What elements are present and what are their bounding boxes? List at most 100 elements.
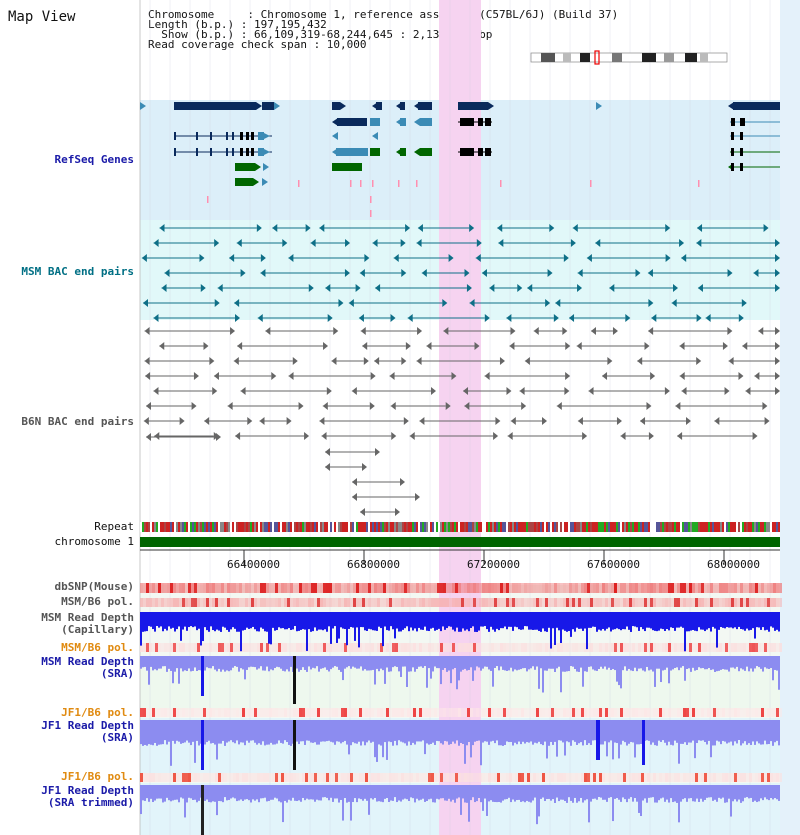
depth-bar [556,785,558,798]
depth-bar [666,785,668,800]
track-label-jf1-depth-sra[interactable]: JF1 Read Depth (SRA) [41,720,134,744]
depth-bar [720,785,722,799]
polymorphism-cell [599,583,602,593]
depth-bar [258,785,260,803]
bac-end-marker [775,269,780,277]
depth-bar [656,612,658,632]
depth-bar [540,720,542,745]
bac-end-marker [507,432,513,440]
polymorphism-cell [479,598,482,607]
depth-bar [416,785,418,799]
repeat-segment [548,522,550,532]
depth-bar [572,656,574,667]
repeat-segment [658,522,660,532]
depth-bar [708,785,710,798]
track-label-jf1-b6-pol[interactable]: JF1/B6 pol. [61,706,134,719]
track-label-dbsnp[interactable]: dbSNP(Mouse) [54,580,134,593]
track-label-msm-depth-capillary[interactable]: MSM Read Depth (Capillary) [41,612,134,636]
depth-bar [666,612,668,630]
chromosome-ideogram[interactable] [530,50,728,65]
repeat-segment [202,522,204,532]
polymorphism-cell [260,583,263,593]
bac-end-pairs[interactable] [141,224,780,516]
depth-bar [704,612,706,632]
depth-bar [302,656,304,668]
polymorphism-cell [266,583,269,593]
track-label-msm-b6-pol[interactable]: MSM/B6 pol. [61,595,134,608]
depth-bar [646,785,648,803]
track-label-jf1-depth-trimmed[interactable]: JF1 Read Depth (SRA trimmed) [41,785,134,809]
refseq-genes[interactable] [140,102,780,186]
highlight-region[interactable] [439,0,481,835]
depth-bar [178,656,180,684]
depth-bar [204,785,206,801]
depth-bar [224,612,226,628]
depth-bar [302,785,304,798]
polymorphism-cell [521,598,524,607]
depth-bar [626,785,628,803]
depth-bar [754,785,756,801]
repeat-segment [660,522,662,532]
track-label-chromosome[interactable]: chromosome 1 [54,535,134,548]
depth-bar [744,785,746,798]
polymorphism-cell [596,773,599,782]
depth-bar [776,720,778,741]
polymorphism-cell [464,643,467,652]
polymorphism-cell [170,773,173,782]
repeat-segment [540,522,542,532]
polymorphism-cell [602,643,605,652]
depth-bar [320,612,322,630]
depth-bar [282,785,284,823]
depth-bar [724,656,726,670]
repeat-track[interactable] [140,522,780,532]
track-label-msm-b6-pol-sra[interactable]: MSM/B6 pol. [61,641,134,654]
track-label-msm-depth-sra[interactable]: MSM Read Depth (SRA) [41,656,134,680]
polymorphism-cell [401,598,404,607]
polymorphism-cell [668,583,671,593]
polymorphism-tracks[interactable] [140,583,782,782]
polymorphism-cell [479,773,482,782]
depth-bar [564,785,566,802]
polymorphism-cell [536,583,539,593]
depth-bar [618,656,620,686]
depth-bar [170,612,172,629]
track-label-jf1-b6-pol-trimmed[interactable]: JF1/B6 pol. [61,770,134,783]
depth-bar [256,720,258,745]
track-label-msm-bac[interactable]: MSM BAC end pairs [21,265,134,278]
depth-bar [694,656,696,671]
repeat-segment [714,522,716,532]
bac-end-marker [572,224,578,232]
axis-tick-label: 67200000 [467,558,520,571]
track-label-b6n-bac[interactable]: B6N BAC end pairs [21,415,134,428]
depth-bar [486,720,488,742]
polymorphism-cell [203,583,206,593]
polymorphism-cell [710,643,713,652]
depth-bar [646,720,648,741]
bac-end-marker [533,327,539,335]
depth-bar [730,656,732,668]
polymorphism-cell [647,598,650,607]
depth-bar [254,720,256,743]
depth-bar [270,720,272,743]
polymorphism-cell [704,643,707,652]
polymorphism-cell [497,773,500,782]
polymorphism-cell [365,708,368,717]
depth-bar [516,785,518,801]
depth-bar [184,785,186,818]
chromosome-bar[interactable] [140,537,780,547]
polymorphism-cell [773,583,776,593]
polymorphism-cell [260,643,263,652]
repeat-segment [778,522,780,532]
repeat-segment [356,522,358,532]
depth-bar [396,720,398,746]
repeat-segment [436,522,438,532]
repeat-segment [764,522,766,532]
track-label-refseq[interactable]: RefSeq Genes [54,153,134,166]
read-depth-tracks[interactable] [140,612,780,835]
bac-end-marker [358,314,364,322]
depth-bar [398,720,400,741]
track-label-repeat[interactable]: Repeat [94,520,134,533]
depth-bar [638,785,640,813]
repeat-segment [278,522,280,532]
